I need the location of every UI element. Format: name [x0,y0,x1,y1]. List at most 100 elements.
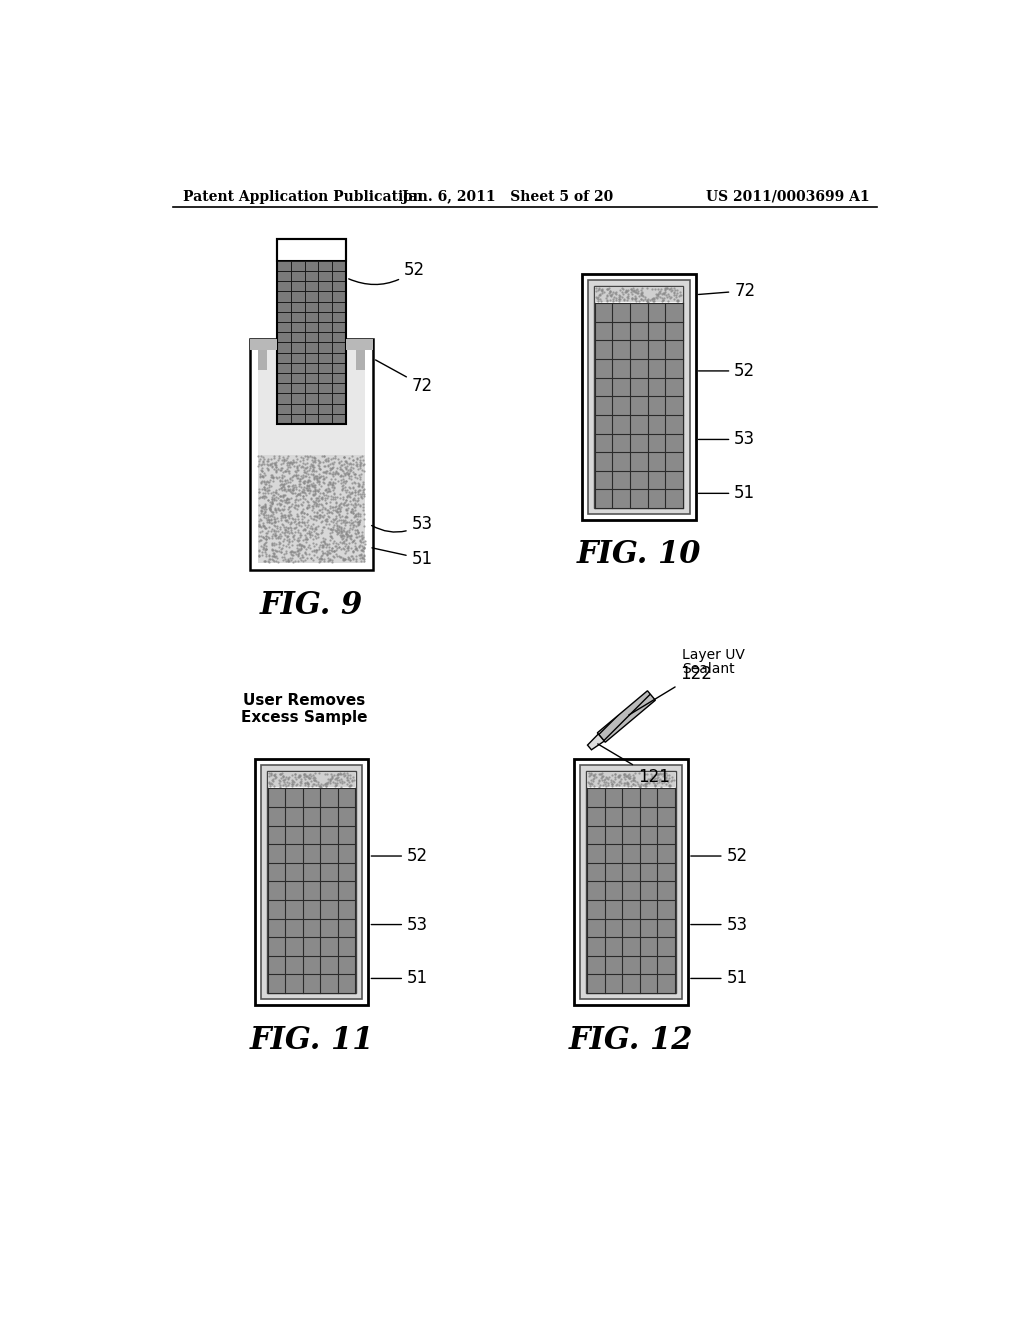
Point [276,768,293,789]
Point [345,515,361,536]
Point [335,494,351,515]
Point [332,532,348,553]
Point [616,768,633,789]
Point [348,447,365,469]
Point [264,548,281,569]
Point [263,512,280,533]
Point [313,532,330,553]
Point [312,549,329,570]
Text: 52: 52 [698,362,756,380]
Point [338,470,354,491]
Bar [276,239,346,261]
Point [586,775,602,796]
Point [605,290,622,312]
Point [336,531,352,552]
Point [604,771,621,792]
Point [287,495,303,516]
Point [271,764,288,785]
Point [257,474,273,495]
Point [285,478,301,499]
Point [325,496,341,517]
Point [582,774,598,795]
Point [323,488,339,510]
Point [281,517,297,539]
Point [315,482,332,503]
Point [252,466,268,487]
Point [643,766,659,787]
Point [284,544,300,565]
Point [252,449,268,470]
Point [650,770,667,791]
Point [337,492,353,513]
Point [666,277,682,298]
Point [620,285,636,306]
Point [271,771,288,792]
Point [295,450,311,471]
Point [291,454,307,475]
Point [314,451,331,473]
Point [333,546,349,568]
Point [633,280,649,301]
Point [295,465,311,486]
Point [313,495,330,516]
Point [294,535,310,556]
Point [349,527,366,548]
Point [281,453,297,474]
Point [349,490,366,511]
Point [307,483,324,504]
Point [322,513,338,535]
Point [254,537,270,558]
Point [265,549,282,570]
Point [343,482,359,503]
Point [311,450,328,471]
Point [304,455,321,477]
Point [618,280,635,301]
Point [255,466,271,487]
Point [604,284,621,305]
Point [633,289,649,310]
Point [642,289,658,310]
Point [323,519,339,540]
Point [258,474,274,495]
Point [281,549,297,570]
Point [646,772,663,793]
Point [285,550,301,572]
Point [341,482,357,503]
Point [341,771,357,792]
Point [343,457,359,478]
Point [343,525,359,546]
Point [351,469,368,490]
Point [582,776,598,797]
Point [265,490,282,511]
Point [255,466,271,487]
Point [265,466,282,487]
Point [328,491,344,512]
Point [340,511,356,532]
Point [344,541,360,562]
Point [310,774,327,795]
Point [340,537,356,558]
Point [627,288,643,309]
Point [614,279,631,300]
Point [292,469,308,490]
Point [651,763,668,784]
Point [354,479,371,500]
Point [335,488,351,510]
Point [307,516,324,537]
Point [345,529,361,550]
Point [299,504,315,525]
Point [298,528,314,549]
Point [293,535,309,556]
Point [328,492,344,513]
Point [299,475,315,496]
Point [261,474,278,495]
Point [325,457,341,478]
Point [589,288,605,309]
Point [302,474,318,495]
Point [275,523,292,544]
Point [259,521,275,543]
Point [261,498,278,519]
Point [299,475,315,496]
Point [261,528,278,549]
Point [321,517,337,539]
